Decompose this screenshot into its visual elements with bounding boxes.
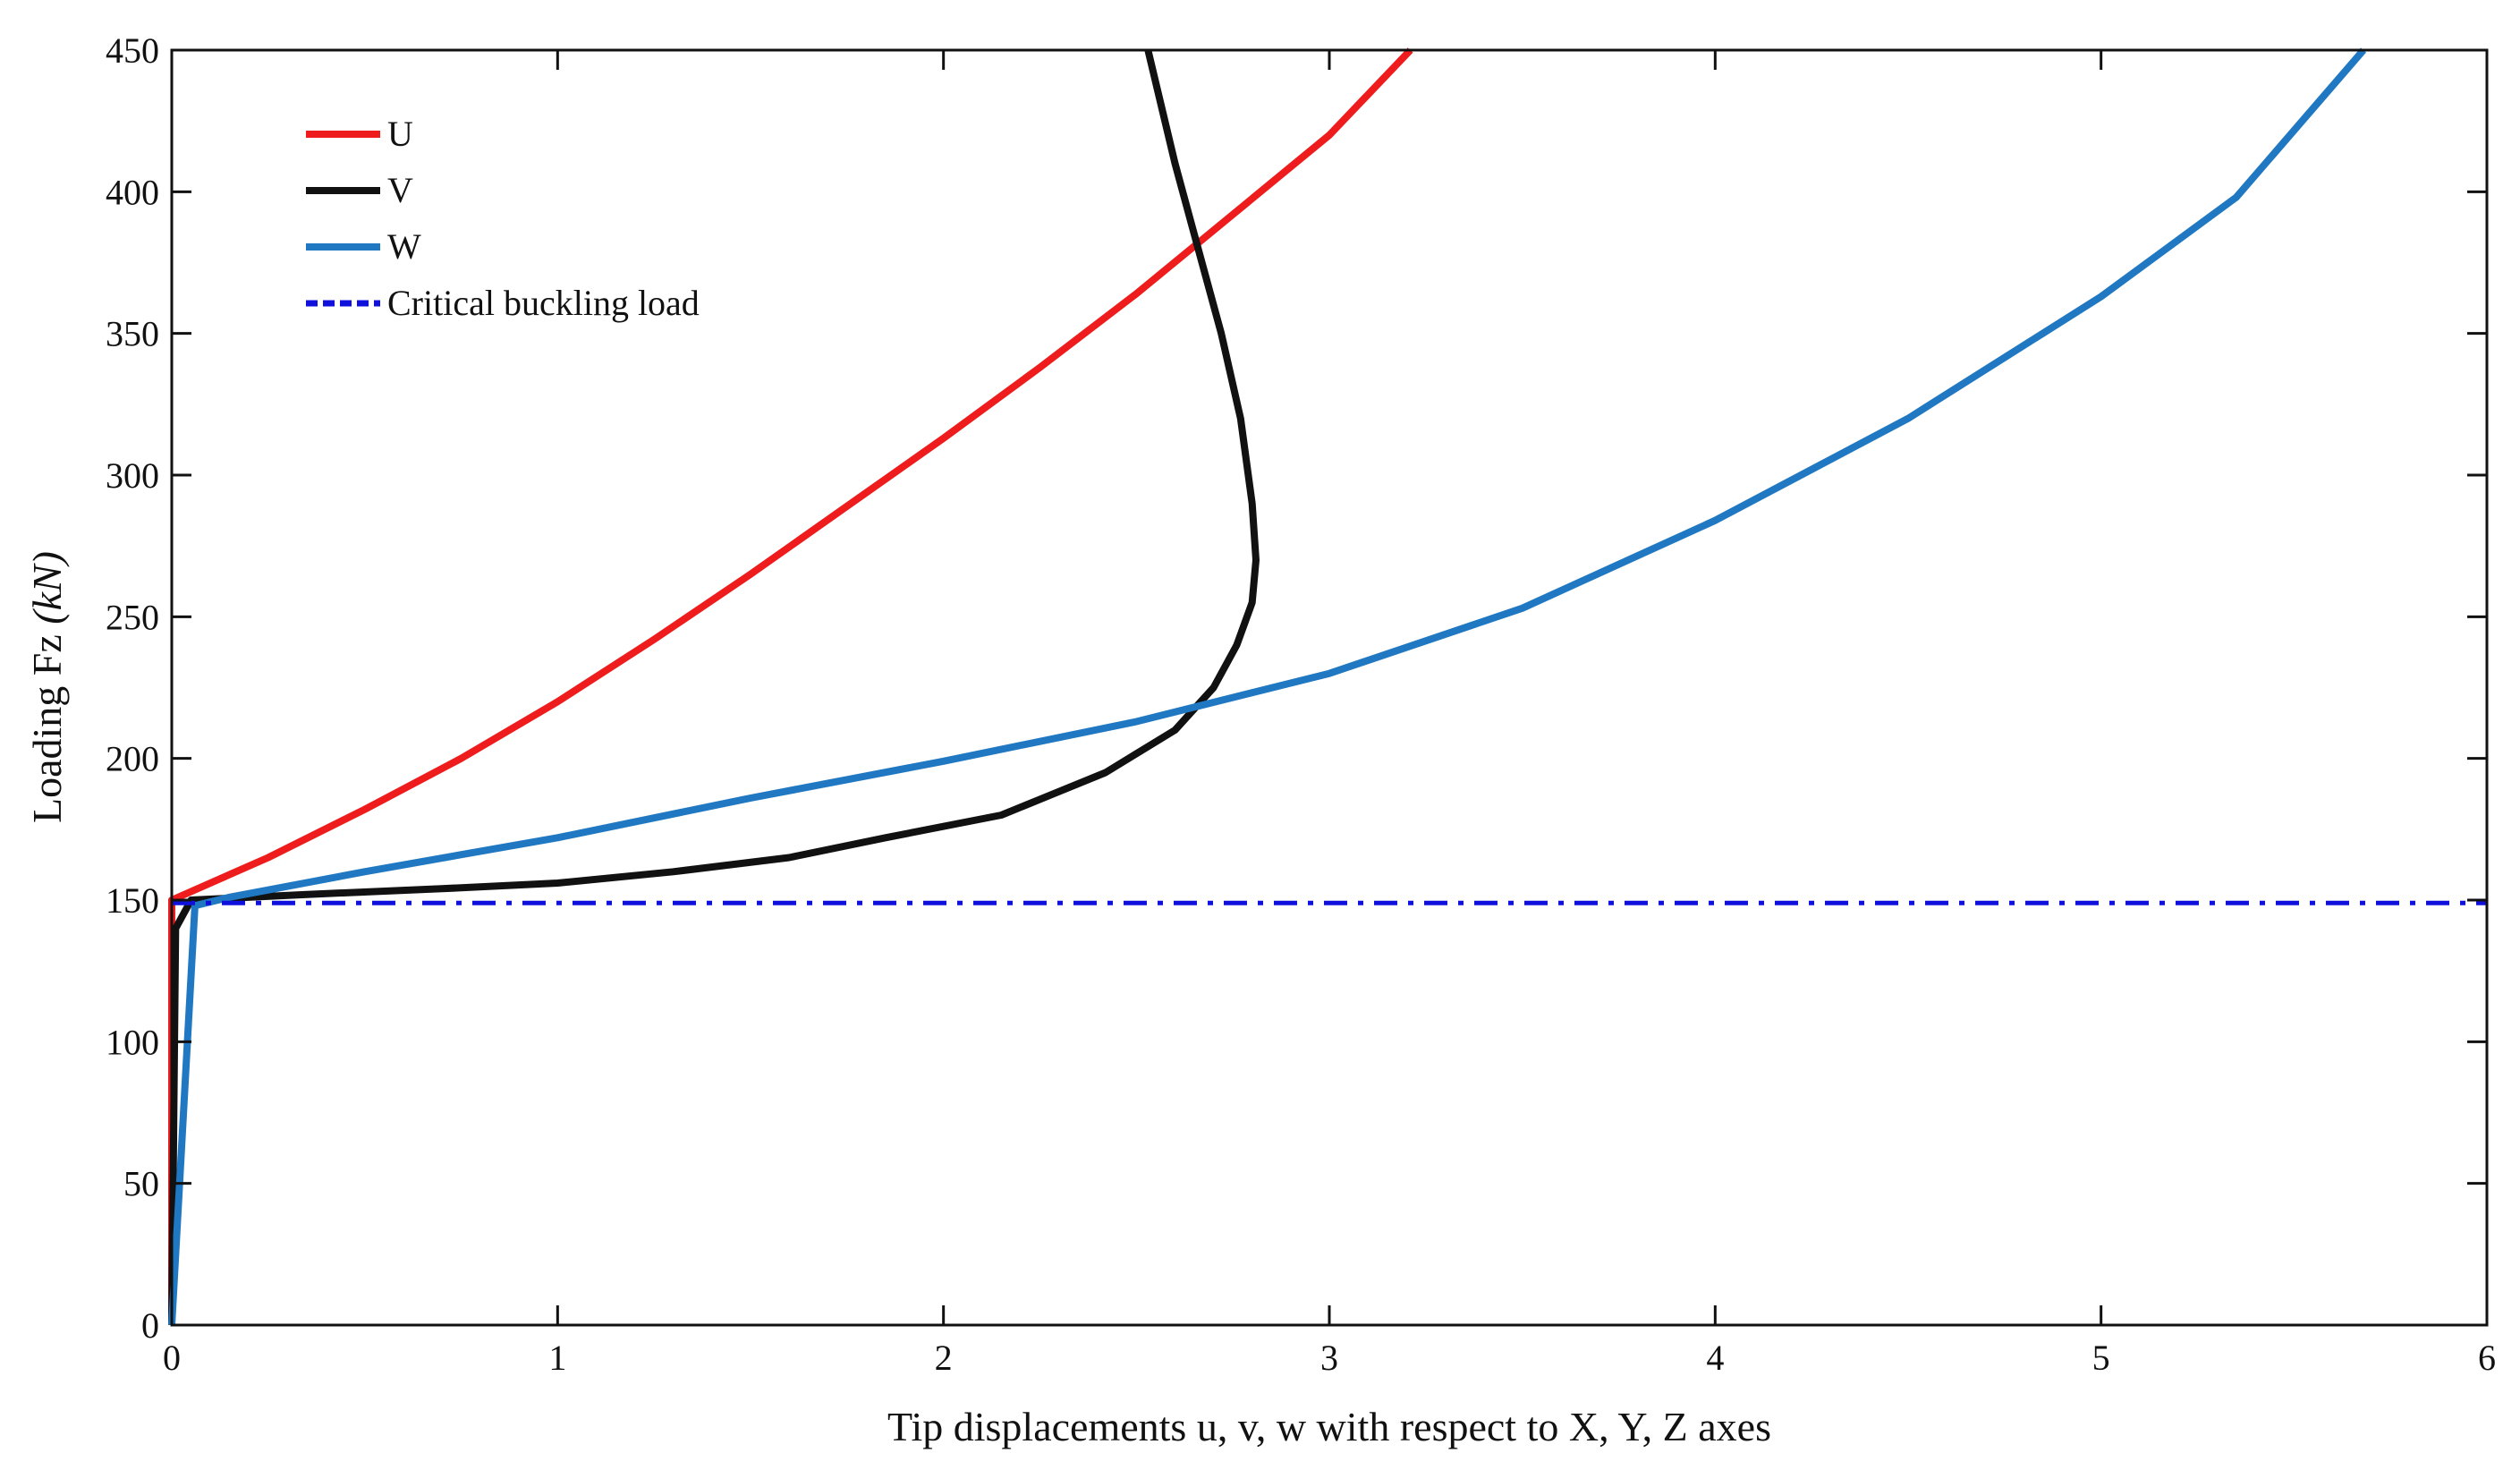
y-tick-label: 50 bbox=[123, 1164, 159, 1204]
y-tick-label: 200 bbox=[106, 739, 159, 779]
y-tick-label: 100 bbox=[106, 1022, 159, 1062]
legend-label: W bbox=[387, 226, 421, 267]
series-line-w bbox=[168, 47, 2367, 1326]
y-tick-label: 350 bbox=[106, 314, 159, 354]
x-tick-label: 1 bbox=[548, 1338, 566, 1378]
series-line-u bbox=[168, 47, 1413, 1325]
legend-label: U bbox=[387, 114, 413, 154]
y-axis-title-unit: (kN) bbox=[24, 551, 70, 625]
ticks-layer: 0 1 2 3 4 5 6 0 50 100 150 200 250 300 350 400 450 bbox=[106, 30, 2496, 1378]
x-tick-label: 5 bbox=[2092, 1338, 2110, 1378]
y-axis-title: Loading Fz (kN) bbox=[24, 551, 70, 823]
y-axis-title-prefix: Loading Fz bbox=[24, 625, 70, 823]
legend: UVW Critical buckling load bbox=[306, 114, 700, 323]
y-tick-label: 450 bbox=[106, 30, 159, 71]
y-tick-label: 250 bbox=[106, 597, 159, 637]
y-tick-label: 150 bbox=[106, 880, 159, 921]
x-tick-label: 3 bbox=[1320, 1338, 1338, 1378]
legend-label: V bbox=[387, 170, 413, 210]
y-tick-label: 300 bbox=[106, 455, 159, 496]
x-tick-label: 0 bbox=[163, 1338, 181, 1378]
legend-label: Critical buckling load bbox=[387, 283, 700, 323]
x-tick-label: 2 bbox=[935, 1338, 953, 1378]
x-tick-label: 4 bbox=[1706, 1338, 1724, 1378]
y-tick-label: 0 bbox=[141, 1305, 159, 1346]
plot-frame bbox=[170, 48, 2489, 1327]
x-axis-title: Tip displacements u, v, w with respect t… bbox=[887, 1404, 1771, 1449]
y-tick-label: 400 bbox=[106, 172, 159, 212]
series-line-v bbox=[168, 49, 1260, 1326]
x-tick-label: 6 bbox=[2478, 1338, 2496, 1378]
series-layer bbox=[168, 47, 2487, 1326]
